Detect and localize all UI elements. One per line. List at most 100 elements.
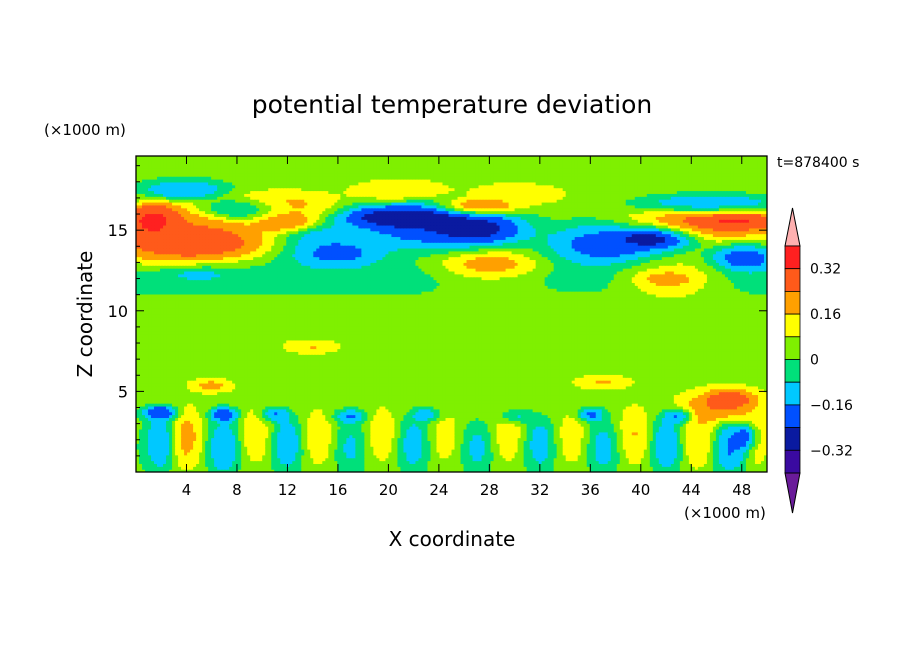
field-cell <box>373 440 377 444</box>
field-cell <box>622 451 627 456</box>
field-cell <box>148 440 152 444</box>
field-cell <box>628 446 633 450</box>
field-cell <box>556 423 561 427</box>
field-cell <box>403 466 408 470</box>
field-cell <box>541 463 546 467</box>
field-cell <box>448 469 453 472</box>
field-cell <box>190 466 194 470</box>
field-cell <box>577 434 582 439</box>
field-cell <box>379 440 383 444</box>
field-cell <box>196 466 200 470</box>
field-cell <box>571 426 576 430</box>
field-cell <box>514 454 519 459</box>
field-cell <box>388 460 393 464</box>
field-cell <box>286 443 290 447</box>
field-cell <box>565 423 570 427</box>
field-cell <box>508 451 513 456</box>
field-cell <box>169 437 173 441</box>
field-cell <box>406 454 411 459</box>
field-cell <box>577 463 582 467</box>
field-cell <box>706 423 711 427</box>
field-cell <box>454 428 459 433</box>
field-cell <box>244 463 248 467</box>
field-cell <box>463 426 468 430</box>
field-cell <box>352 431 356 436</box>
field-cell <box>388 423 393 427</box>
field-cell <box>172 443 176 447</box>
field-cell <box>409 449 414 453</box>
field-cell <box>715 426 720 430</box>
field-cell <box>190 449 194 453</box>
field-cell <box>445 451 450 456</box>
field-cell <box>631 457 636 462</box>
field-cell <box>757 428 762 433</box>
field-cell <box>352 443 356 447</box>
field-cell <box>532 437 537 441</box>
field-cell <box>430 469 435 472</box>
field-cell <box>748 457 753 462</box>
field-cell <box>184 443 188 447</box>
field-cell <box>592 451 597 456</box>
field-cell <box>520 434 525 439</box>
field-cell <box>613 434 618 439</box>
field-cell <box>529 460 534 464</box>
field-cell <box>328 443 332 447</box>
field-cell <box>667 426 672 430</box>
field-cell <box>583 434 588 439</box>
field-cell <box>226 443 230 447</box>
field-cell <box>577 426 582 430</box>
field-cell <box>148 469 152 472</box>
field-cell <box>721 466 726 470</box>
field-cell <box>478 423 483 427</box>
field-cell <box>625 440 630 444</box>
field-cell <box>298 457 302 462</box>
field-cell <box>733 466 738 470</box>
field-cell <box>211 420 215 424</box>
field-cell <box>553 437 558 441</box>
field-cell <box>418 434 423 439</box>
field-cell <box>412 434 417 439</box>
field-cell <box>589 466 594 470</box>
field-cell <box>364 460 368 464</box>
field-cell <box>718 449 723 453</box>
field-cell <box>748 437 753 441</box>
field-cell <box>292 420 296 424</box>
field-cell <box>490 443 495 447</box>
field-cell <box>397 423 402 427</box>
field-cell <box>370 457 374 462</box>
field-cell <box>727 437 732 441</box>
field-cell <box>277 431 281 436</box>
field-cell <box>607 466 612 470</box>
field-cell <box>733 437 738 441</box>
field-cell <box>154 469 158 472</box>
field-cell <box>361 443 365 447</box>
field-cell <box>295 451 299 456</box>
field-cell <box>238 428 242 433</box>
field-cell <box>199 428 203 433</box>
field-cell <box>283 431 287 436</box>
field-cell <box>568 454 573 459</box>
field-cell <box>292 434 296 439</box>
field-cell <box>268 428 272 433</box>
field-cell <box>247 451 251 456</box>
field-cell <box>736 440 741 444</box>
field-cell <box>202 437 206 441</box>
field-cell <box>415 469 420 472</box>
field-cell <box>550 457 555 462</box>
field-cell <box>382 434 386 439</box>
field-cell <box>682 434 687 439</box>
field-cell <box>487 454 492 459</box>
field-cell <box>412 426 417 430</box>
field-cell <box>262 454 266 459</box>
field-cell <box>667 443 672 447</box>
field-cell <box>718 440 723 444</box>
field-cell <box>712 460 717 464</box>
field-cell <box>643 434 648 439</box>
field-cell <box>361 431 365 436</box>
field-cell <box>619 466 624 470</box>
field-cell <box>142 454 146 459</box>
field-cell <box>277 440 281 444</box>
field-cell <box>475 440 480 444</box>
field-cell <box>517 449 522 453</box>
field-cell <box>583 446 588 450</box>
